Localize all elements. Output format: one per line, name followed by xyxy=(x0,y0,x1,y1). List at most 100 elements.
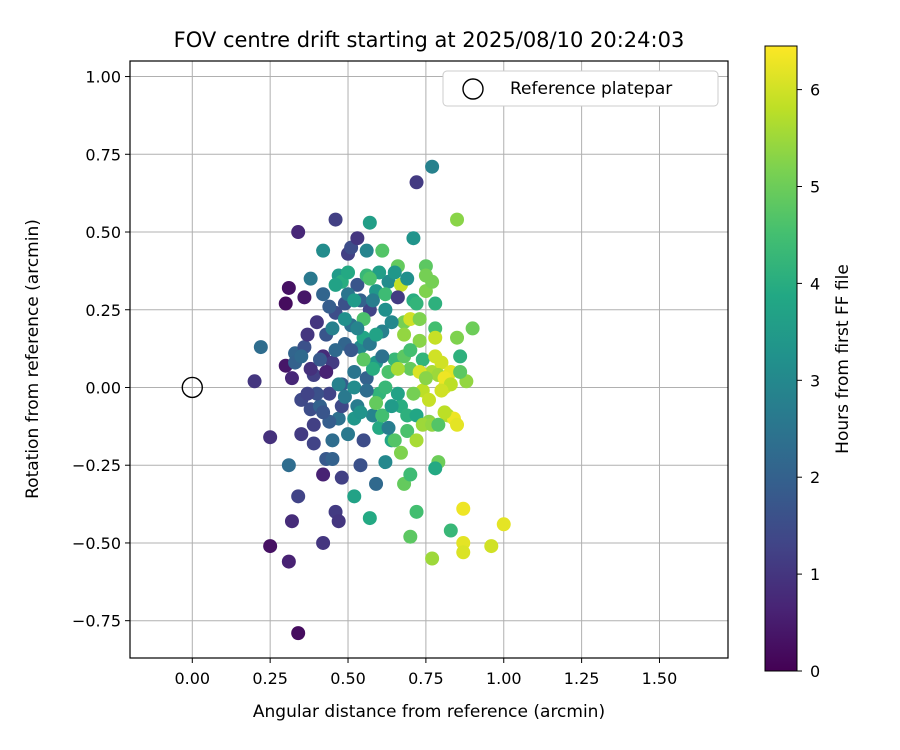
y-axis-ticks: −0.75 −0.50 −0.25 0.00 0.25 0.50 0.75 1.00 xyxy=(72,68,130,631)
y-tick-label: 0.50 xyxy=(85,223,121,242)
data-point xyxy=(403,529,418,544)
data-point xyxy=(281,458,296,473)
colorbar-tick-label: 3 xyxy=(810,371,820,390)
data-point xyxy=(328,277,343,292)
data-point xyxy=(412,312,427,327)
y-axis-label: Rotation from reference (arcmin) xyxy=(23,219,43,499)
data-point xyxy=(369,476,384,491)
x-axis-ticks: 0.00 0.25 0.50 0.75 1.00 1.25 1.50 xyxy=(174,658,677,688)
data-point xyxy=(325,452,340,466)
colorbar-ticks: 0 1 2 3 4 5 6 xyxy=(797,81,820,681)
data-point xyxy=(378,455,393,470)
data-point xyxy=(316,535,331,550)
data-point xyxy=(428,461,443,476)
data-point xyxy=(450,417,465,432)
data-point xyxy=(362,271,377,286)
grid-lines xyxy=(130,61,728,658)
data-point xyxy=(437,405,452,420)
data-point xyxy=(303,361,318,376)
data-point xyxy=(418,371,433,386)
colorbar-tick-label: 1 xyxy=(810,565,820,584)
data-point xyxy=(263,430,278,445)
data-point xyxy=(328,212,343,227)
data-point xyxy=(484,539,499,554)
data-point xyxy=(347,380,362,395)
data-point xyxy=(284,371,299,386)
data-point xyxy=(450,330,465,345)
data-point xyxy=(347,489,362,504)
reference-point xyxy=(181,376,203,399)
data-point xyxy=(378,380,393,395)
data-point xyxy=(331,377,346,392)
legend: Reference platepar xyxy=(442,70,719,107)
data-point xyxy=(316,287,331,302)
data-point xyxy=(387,433,402,448)
colorbar-tick-label: 5 xyxy=(810,178,820,197)
colorbar-tick-label: 0 xyxy=(810,662,820,681)
data-point xyxy=(428,349,443,364)
legend-label: Reference platepar xyxy=(510,79,672,99)
data-point xyxy=(406,386,421,401)
data-point xyxy=(341,265,356,280)
data-point xyxy=(347,293,362,308)
data-point xyxy=(409,296,424,311)
x-axis-label: Angular distance from reference (arcmin) xyxy=(253,702,605,722)
data-point xyxy=(456,501,471,516)
data-point xyxy=(309,315,324,330)
data-point xyxy=(325,321,340,336)
data-point xyxy=(390,361,405,376)
colorbar-tick-label: 2 xyxy=(810,468,820,487)
data-points xyxy=(247,159,511,641)
colorbar-gradient xyxy=(765,46,797,671)
data-point xyxy=(291,225,306,240)
data-point xyxy=(496,517,511,532)
data-point xyxy=(369,327,384,342)
data-point xyxy=(365,361,380,376)
data-point xyxy=(284,514,299,529)
data-point xyxy=(409,175,424,190)
data-point xyxy=(291,489,306,504)
data-point xyxy=(397,327,412,342)
data-point xyxy=(356,352,371,367)
data-point xyxy=(453,349,468,364)
data-point xyxy=(409,504,424,519)
data-point xyxy=(369,396,384,411)
x-tick-label: 1.25 xyxy=(564,669,600,688)
data-point xyxy=(294,349,309,364)
colorbar-frame xyxy=(764,45,798,672)
data-point xyxy=(403,343,418,358)
data-point xyxy=(400,271,415,286)
data-point xyxy=(409,433,424,448)
data-point xyxy=(322,386,337,401)
data-point xyxy=(378,302,393,317)
data-point xyxy=(297,290,312,305)
legend-reference-marker xyxy=(462,78,484,100)
data-point xyxy=(384,399,399,414)
colorbar: 0 1 2 3 4 5 6 Hours from first FF file xyxy=(764,45,853,681)
x-tick-label: 0.50 xyxy=(330,669,366,688)
data-point xyxy=(450,212,465,227)
data-point xyxy=(300,386,315,401)
data-point xyxy=(406,231,421,246)
data-point xyxy=(381,420,396,435)
data-point xyxy=(393,445,408,460)
data-point xyxy=(422,392,436,407)
data-point xyxy=(375,408,390,423)
data-point xyxy=(356,433,371,448)
data-point xyxy=(334,470,349,485)
data-point xyxy=(425,159,440,174)
data-point xyxy=(322,299,337,314)
data-point xyxy=(306,436,321,451)
data-point xyxy=(465,321,480,336)
plot-frame xyxy=(129,60,729,659)
data-point xyxy=(428,330,443,345)
data-point xyxy=(328,343,343,358)
data-point xyxy=(431,417,446,432)
data-point xyxy=(378,287,393,302)
data-point xyxy=(344,343,359,358)
data-point xyxy=(316,467,331,482)
colorbar-label: Hours from first FF file xyxy=(833,264,853,454)
data-point xyxy=(303,271,318,286)
data-point xyxy=(390,290,405,305)
